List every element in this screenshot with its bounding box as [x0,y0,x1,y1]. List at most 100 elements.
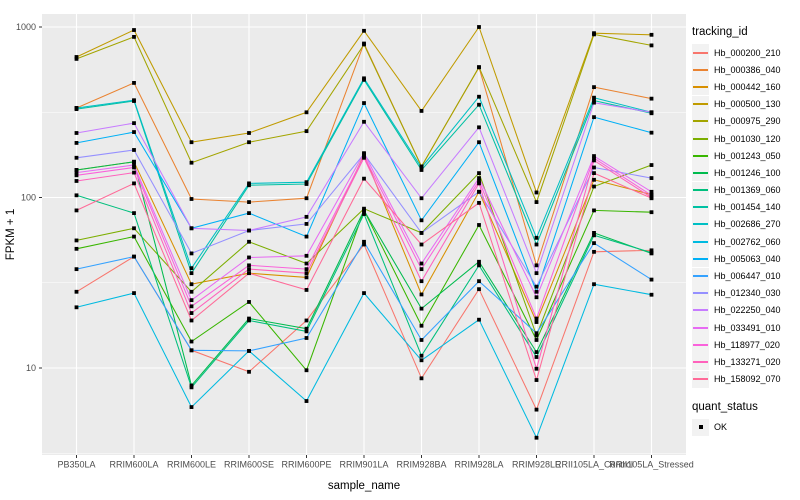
legend-key-line-icon [692,250,709,268]
data-point [419,196,424,201]
data-point [649,176,654,180]
data-point [362,239,366,244]
data-point [419,279,424,284]
data-point [74,208,79,213]
data-point [132,81,136,85]
legend-item-label: Hb_001243_050 [714,150,781,161]
y-tick-label: 100 [21,193,36,203]
data-point [649,96,654,101]
data-point [592,171,596,176]
data-point [189,405,194,409]
legend-key-point-icon [692,418,709,436]
data-point [362,119,366,124]
legend-item-label: Hb_158092_070 [714,374,781,385]
legend-item: Hb_002762_060 [692,233,800,251]
legend-key-line-icon [692,284,709,302]
data-point [74,131,79,135]
data-point [304,253,309,258]
legend-item-label: Hb_118977_020 [714,339,780,350]
legend-item: Hb_000500_130 [692,95,800,113]
data-point [649,130,654,135]
legend-key-line-icon [692,61,709,79]
data-point [362,155,366,160]
data-point [247,255,251,260]
legend-item-label: Hb_022250_040 [714,305,781,316]
data-point [189,160,194,165]
data-point [419,306,424,311]
data-point [132,159,136,164]
legend-line-swatch [693,257,708,260]
legend-key-line-icon [692,301,709,319]
legend-line-swatch [693,292,708,295]
legend-key-line-icon [692,112,709,130]
data-point [304,214,309,219]
data-point [189,304,194,309]
data-point [304,180,309,185]
data-point [189,339,194,344]
data-point [592,165,596,170]
data-point [534,316,539,321]
data-point [304,267,309,272]
data-point [477,223,481,227]
data-point [189,348,194,353]
legend-item-label: Hb_002762_060 [714,236,781,247]
legend-key-line-icon [692,267,709,285]
data-point [132,226,136,231]
legend-key-line-icon [692,147,709,165]
data-point [304,288,309,292]
data-point [132,34,136,39]
x-tick-label: RRIM928BA [396,460,446,470]
data-point [247,228,251,233]
data-point [534,271,539,276]
legend-color-items: Hb_000200_210 Hb_000386_040 Hb_000442_160 H… [692,44,800,388]
data-point [477,287,481,292]
data-point [247,140,251,145]
data-point [74,193,79,198]
data-point [304,326,309,331]
legend-item: Hb_012340_030 [692,284,800,302]
data-point [592,95,596,100]
data-point [304,196,309,201]
legend-key-line-icon [692,336,709,354]
legend-line-swatch [693,189,708,192]
data-point [477,176,481,180]
data-point [247,267,251,272]
x-tick-label: RRIM600LE [167,460,216,470]
data-point [419,358,424,363]
data-point [534,378,539,382]
data-point [649,250,654,255]
data-point [362,291,366,295]
y-tick-label: 1000 [16,22,36,32]
data-point [362,212,366,216]
data-point [247,239,251,244]
data-point [74,305,79,310]
legend-key-line-icon [692,164,709,182]
data-point [362,101,366,105]
legend-panel: tracking_id Hb_000200_210 Hb_000386_040 Hb… [692,26,800,436]
data-point [649,248,654,253]
legend-line-swatch [693,378,708,381]
data-point [74,56,79,61]
legend-item: Hb_133271_020 [692,353,800,371]
legend-item-label: Hb_000975_290 [714,116,781,127]
legend-line-swatch [693,326,708,329]
data-point [477,200,481,205]
data-point [74,55,79,59]
data-point [592,154,596,158]
legend-item: Hb_000386_040 [692,61,800,79]
legend-key-line-icon [692,215,709,233]
data-point [592,241,596,246]
data-point [189,385,194,390]
data-point [534,235,539,240]
data-point [477,317,481,322]
legend-line-swatch [693,309,708,312]
data-point [247,181,251,186]
data-point [189,226,194,231]
data-point [592,249,596,254]
data-point [132,234,136,239]
data-point [419,165,424,170]
data-point [419,338,424,342]
data-point [592,282,596,287]
legend-item: Hb_000442_160 [692,78,800,96]
legend-line-swatch [693,171,708,174]
